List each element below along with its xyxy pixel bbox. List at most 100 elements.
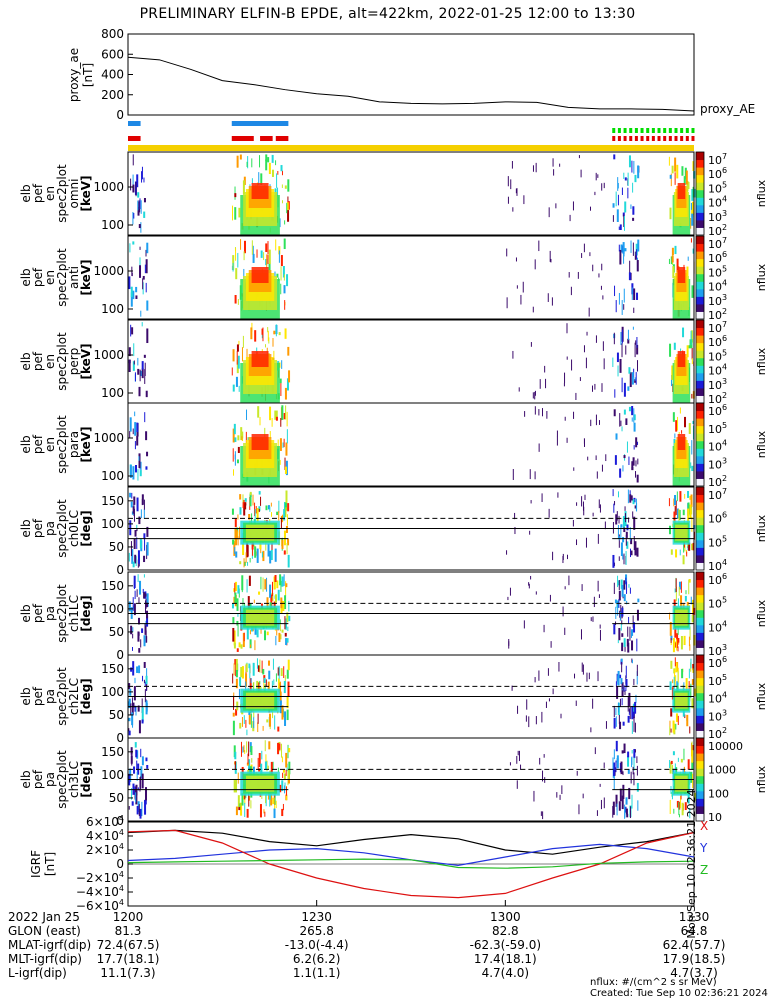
flux-mark xyxy=(625,687,627,692)
flux-mark xyxy=(631,417,633,422)
flux-sparse xyxy=(599,629,601,641)
flux-mark xyxy=(617,182,619,189)
flux-mark xyxy=(137,469,139,481)
panel-ylabel: en xyxy=(43,186,57,201)
flux-mark xyxy=(278,332,281,336)
flux-mark xyxy=(615,191,617,207)
flux-mark xyxy=(284,387,287,400)
flux-sparse xyxy=(542,770,544,782)
colorbar-tick-label: 102 xyxy=(708,726,727,741)
flux-mark xyxy=(248,663,250,669)
flux-sparse xyxy=(589,252,591,257)
flux-mark xyxy=(143,197,146,203)
flux-sparse xyxy=(530,575,532,580)
flux-mark xyxy=(670,660,673,669)
flux-sparse xyxy=(516,285,518,289)
panel-ylabel: [deg] xyxy=(79,510,93,546)
flux-mark xyxy=(235,663,237,677)
flux-mark xyxy=(634,701,637,714)
flux-mark xyxy=(256,508,259,523)
panel-ylabel: [deg] xyxy=(79,595,93,631)
flux-mark xyxy=(258,768,261,772)
flux-mark xyxy=(693,188,696,198)
flux-mark xyxy=(283,681,286,694)
flux-sparse xyxy=(511,685,513,691)
flux-mark xyxy=(691,679,694,685)
flux-sparse xyxy=(563,382,565,387)
flux-mark xyxy=(287,538,290,546)
flux-mark xyxy=(281,360,283,369)
colorbar-segment xyxy=(696,524,704,533)
flux-mark xyxy=(130,324,132,337)
flux-mark xyxy=(692,599,695,614)
flux-mark xyxy=(138,597,140,604)
flux-mark xyxy=(128,359,131,373)
flux-mark xyxy=(257,665,260,672)
flux-sparse xyxy=(506,550,508,555)
ytick-label: 150 xyxy=(101,494,124,508)
flux-mark xyxy=(252,545,254,556)
flux-mark xyxy=(691,189,694,201)
bar-red-dot xyxy=(680,136,684,141)
flux-mark xyxy=(130,286,133,298)
flux-mark xyxy=(619,358,622,373)
flux-mark xyxy=(621,377,623,393)
flux-mark xyxy=(243,268,245,282)
flux-mark xyxy=(630,495,633,501)
flux-mark xyxy=(233,745,236,758)
flux-mark xyxy=(619,224,622,230)
flux-mark xyxy=(619,674,622,679)
flux-mark xyxy=(670,708,673,717)
colorbar-segment xyxy=(696,662,704,671)
flux-mark xyxy=(674,506,676,516)
flux-mark xyxy=(674,172,676,185)
flux-mark xyxy=(623,382,626,397)
flux-mark xyxy=(232,384,235,392)
flux-mark xyxy=(614,767,616,776)
flux-mark xyxy=(281,808,284,817)
flux-mark xyxy=(673,808,675,814)
flux-mark xyxy=(624,513,626,523)
flux-sparse xyxy=(592,698,594,709)
flux-mark xyxy=(284,711,287,726)
flux-mark xyxy=(235,248,237,261)
flux-mark xyxy=(132,241,135,245)
ytick-label: 0 xyxy=(116,731,124,745)
flux-mark xyxy=(269,550,272,564)
flux-mark xyxy=(146,602,149,608)
flux-mark xyxy=(140,766,143,779)
colorbar-label: nflux xyxy=(755,430,768,458)
flux-mark xyxy=(619,698,621,707)
flux-mark xyxy=(242,180,245,195)
flux-sparse xyxy=(573,411,575,419)
flux-mark xyxy=(686,345,689,358)
flux-sparse xyxy=(551,297,553,306)
flux-mark xyxy=(669,681,672,690)
flux-mark xyxy=(252,245,254,255)
colorbar-label: nflux xyxy=(755,514,768,542)
flux-sparse xyxy=(542,408,544,417)
flux-mark xyxy=(674,433,676,439)
ytick-label: 0 xyxy=(116,648,124,662)
flux-mark xyxy=(676,164,679,179)
flux-mark xyxy=(248,793,250,807)
flux-mark xyxy=(136,422,139,433)
flux-mark xyxy=(691,517,693,532)
flux-mark xyxy=(231,508,234,515)
flux-mark xyxy=(252,494,254,506)
flux-mark xyxy=(614,562,616,567)
bar-red-dot xyxy=(646,136,650,141)
flux-mark xyxy=(254,502,256,517)
flux-mark xyxy=(284,185,287,189)
flux-mark xyxy=(139,257,141,268)
flux-sparse xyxy=(575,392,577,400)
flux-mark xyxy=(678,581,681,590)
colorbar-segment xyxy=(696,602,704,611)
flux-mark xyxy=(684,802,687,811)
flux-mark xyxy=(622,771,624,776)
bar-red-dot xyxy=(640,136,644,141)
flux-mark xyxy=(275,324,277,337)
flux-mark xyxy=(236,648,239,652)
colorbar-segment xyxy=(696,470,704,479)
flux-mark xyxy=(275,160,277,166)
